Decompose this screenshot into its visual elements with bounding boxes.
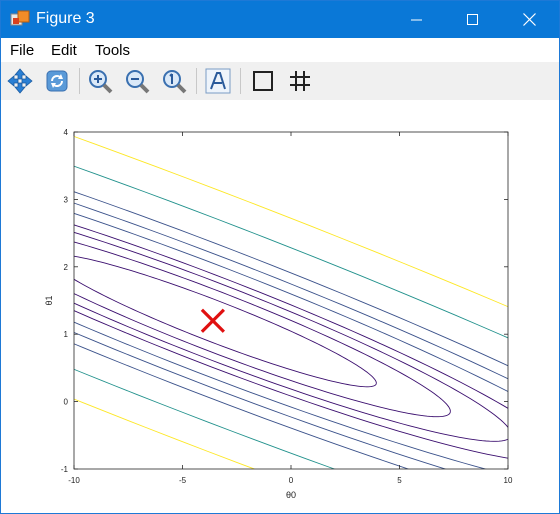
y-tick-label: -1 [61,465,69,474]
x-tick-label: 5 [397,476,402,485]
minimum-marker-stroke [200,308,226,333]
y-tick-label: 1 [64,330,69,339]
maximize-button[interactable] [450,1,496,38]
insert-text-button[interactable] [203,66,233,96]
rotate-icon [46,70,68,92]
toolbar-separator [240,68,241,94]
contour-line [74,255,377,388]
zoom-out-icon [126,70,150,94]
x-axis-label: θ0 [286,490,296,500]
toolbar [1,62,559,100]
menu-bar: File Edit Tools [1,38,559,62]
y-tick-label: 3 [64,195,69,204]
minimize-button[interactable] [394,1,440,38]
title-bar[interactable]: Figure 3 [1,1,559,38]
maximize-icon [467,13,478,25]
zoom-reset-icon [163,70,187,94]
contour-line [74,191,508,469]
menu-tools[interactable]: Tools [95,42,131,59]
zoom-in-icon [89,70,113,94]
figure-canvas[interactable]: -10 -5 0 5 10 -1 0 1 2 3 4 θ0 θ1 [1,100,559,513]
pan-button[interactable] [5,66,35,96]
y-tick-label: 0 [64,398,69,407]
contour-lines [74,135,508,469]
zoom-out-button[interactable] [122,66,152,96]
toolbar-separator [79,68,80,94]
app-icon [10,10,30,26]
contour-line [74,135,508,469]
toggle-grid-button[interactable] [285,66,315,96]
contour-line [74,165,508,469]
contour-line [74,202,508,469]
axes-box [73,131,509,470]
zoom-reset-button[interactable] [159,66,189,96]
y-axis-label: θ1 [44,295,54,305]
x-tick-label: -10 [68,476,80,485]
close-icon [522,13,536,26]
x-tick-label: -5 [179,476,187,485]
toggle-grid-icon [290,71,310,91]
minimize-icon [411,19,422,20]
toggle-axes-box-button[interactable] [248,66,278,96]
contour-line [74,241,451,418]
toolbar-separator [196,68,197,94]
contour-line [74,231,508,442]
pan-icon [7,68,33,94]
toggle-axes-box-icon [253,71,273,91]
menu-edit[interactable]: Edit [51,42,77,59]
x-tick-label: 0 [289,476,294,485]
contour-line [74,212,508,469]
rotate-button[interactable] [42,66,72,96]
y-tick-label: 4 [64,128,69,137]
zoom-in-button[interactable] [85,66,115,96]
insert-text-icon [205,68,231,94]
close-button[interactable] [506,1,552,38]
x-tick-label: 10 [504,476,513,485]
window-title: Figure 3 [36,10,95,27]
contour-line [74,224,508,459]
menu-file[interactable]: File [10,42,35,59]
minimum-marker [200,308,226,333]
y-tick-label: 2 [64,263,69,272]
